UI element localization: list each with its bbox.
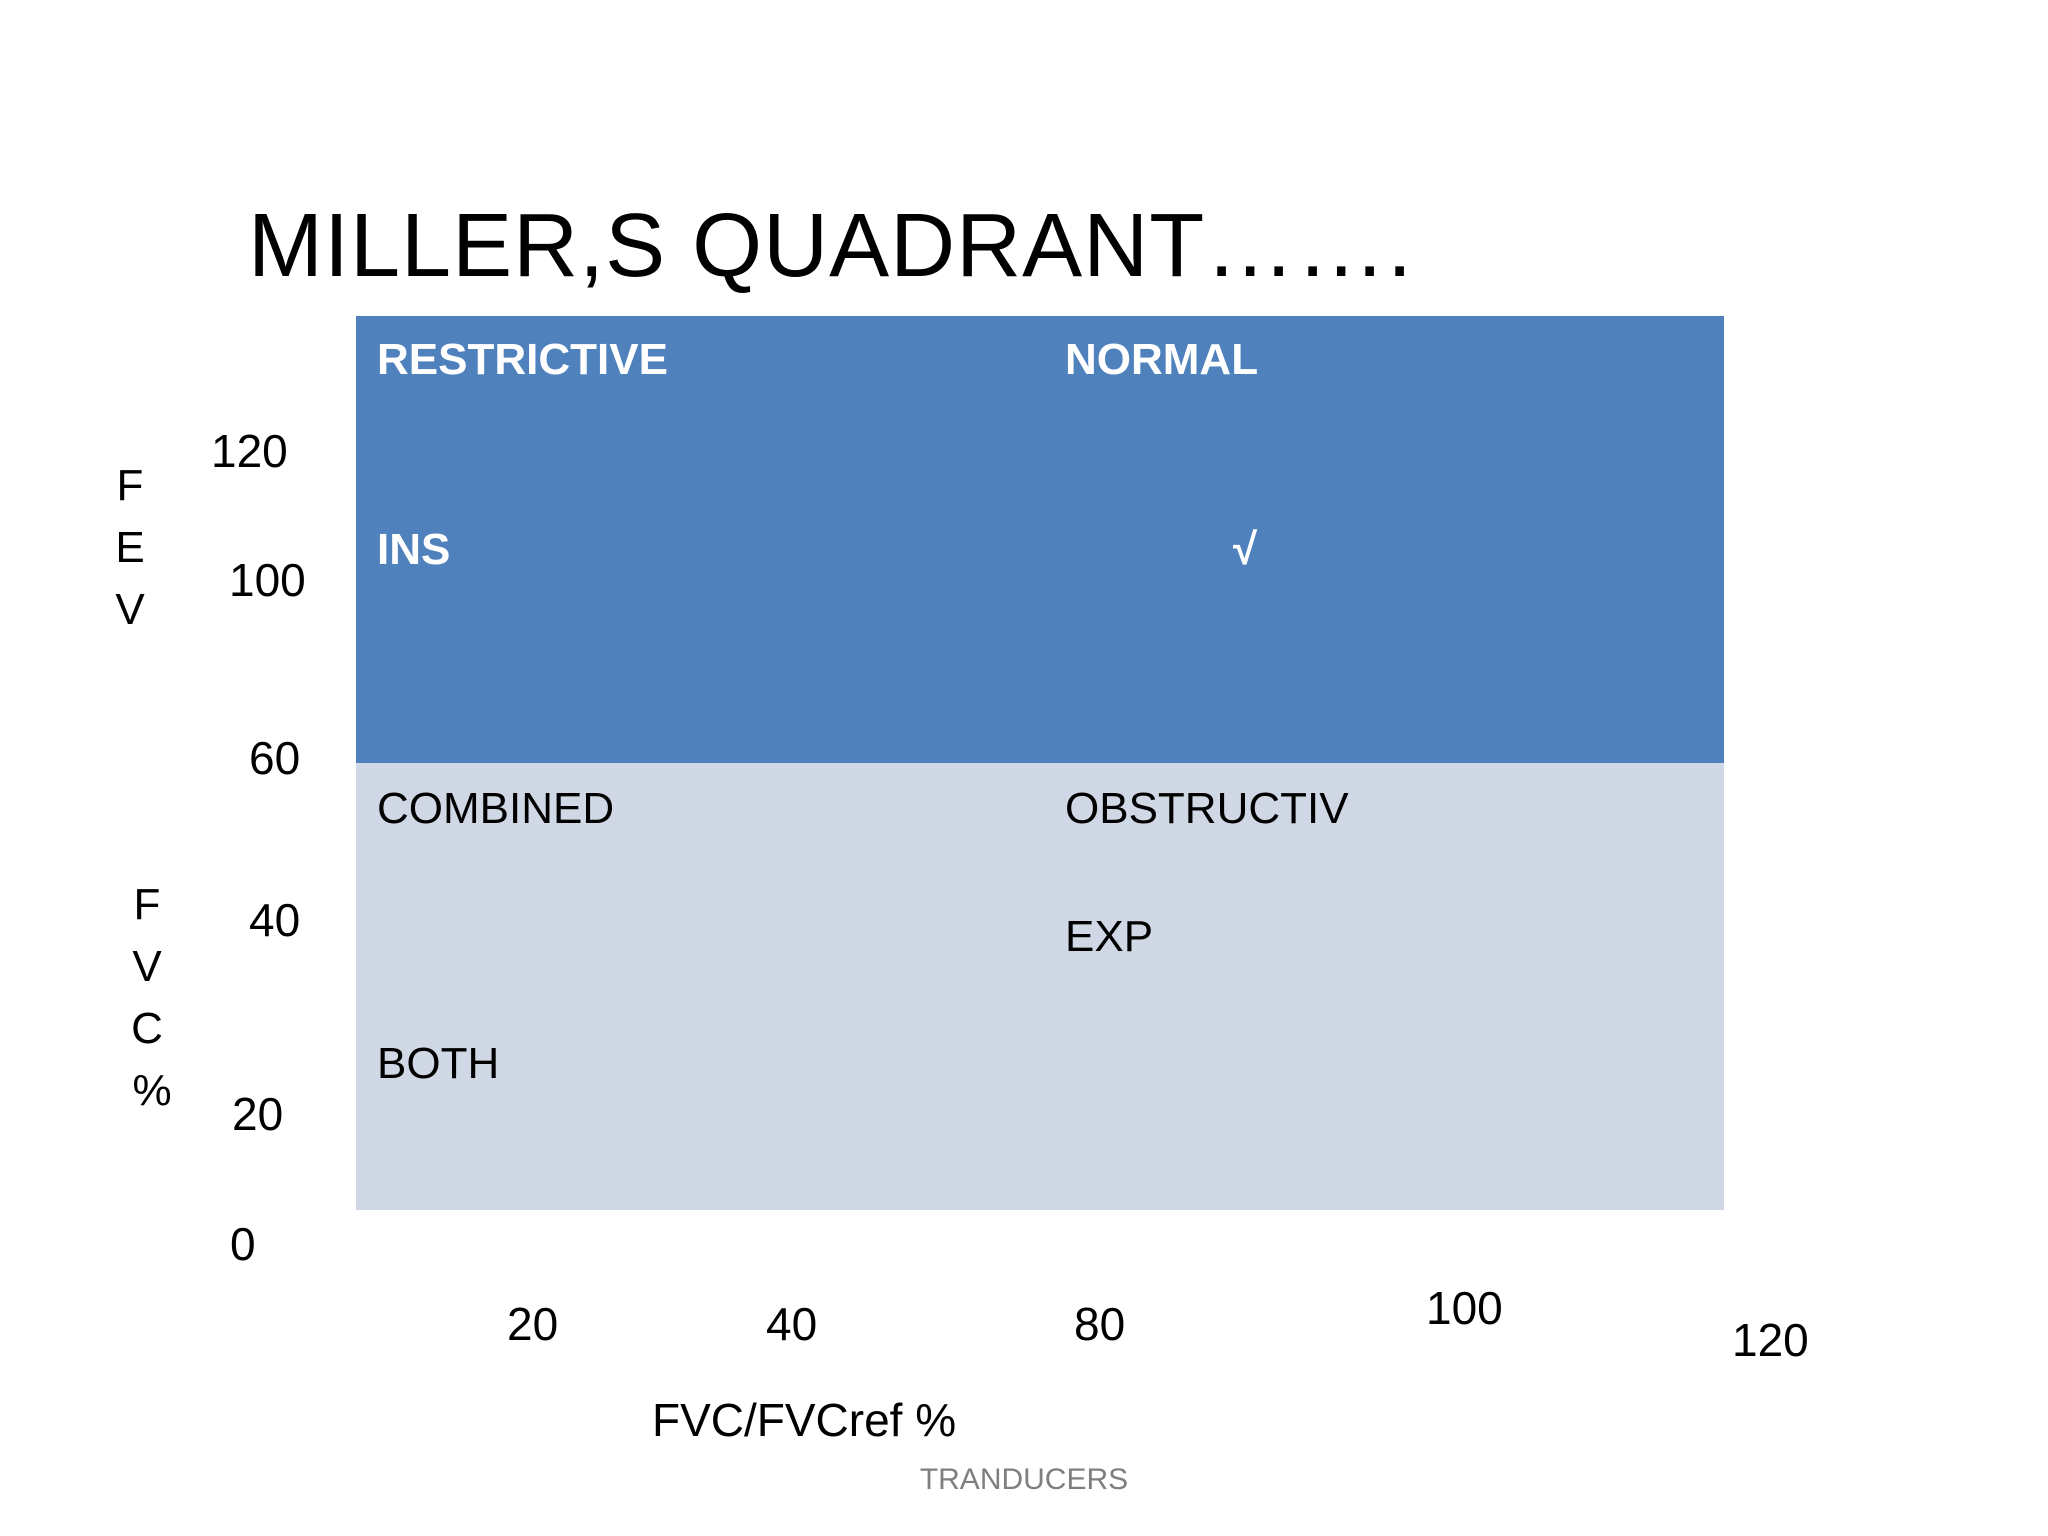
y-tick-label: 20	[232, 1088, 284, 1140]
y-axis-title-letter: V	[115, 585, 145, 634]
check-mark-icon: √	[1233, 525, 1258, 574]
quadrant-combined: COMBINED BOTH	[356, 763, 1049, 1210]
slide-title: MILLER,S QUADRANT…….	[248, 196, 1414, 296]
x-tick-label: 20	[507, 1298, 559, 1350]
x-tick-label: 80	[1074, 1298, 1126, 1350]
quadrant-label-combined: COMBINED	[377, 784, 615, 833]
quadrant-grid: RESTRICTIVE INS NORMAL √ COMBINED BOTH O…	[356, 316, 1724, 1210]
quadrant-label-normal: NORMAL	[1065, 335, 1259, 384]
quadrant-note-ins: INS	[377, 525, 451, 574]
quadrant-restrictive: RESTRICTIVE INS	[356, 316, 1049, 763]
x-tick-label: 120	[1732, 1314, 1809, 1366]
x-tick-label: 40	[766, 1298, 818, 1350]
y-tick-label: 0	[230, 1218, 256, 1270]
y-tick-label: 100	[229, 554, 306, 606]
quadrant-label-obstructiv: OBSTRUCTIV	[1065, 784, 1349, 833]
y-tick-label: 60	[249, 732, 301, 784]
y-axis-title-letter: F	[116, 461, 144, 510]
x-axis-title: FVC/FVCref %	[652, 1394, 957, 1446]
quadrant-note-both: BOTH	[377, 1039, 500, 1088]
quadrant-label-restrictive: RESTRICTIVE	[377, 335, 668, 384]
y-axis-title-letter: %	[132, 1066, 172, 1115]
quadrant-normal: NORMAL √	[1049, 316, 1724, 763]
x-tick-label: 100	[1426, 1282, 1503, 1334]
footer-text: TRANDUCERS	[919, 1463, 1129, 1496]
y-tick-label: 120	[211, 425, 288, 477]
y-axis-title-letter: V	[132, 942, 162, 991]
y-axis-title-letter: C	[131, 1004, 163, 1053]
y-axis-title-letter: F	[133, 880, 161, 929]
y-axis-title-letter: E	[115, 523, 145, 572]
y-tick-label: 40	[249, 894, 301, 946]
quadrant-obstructive: OBSTRUCTIV EXP	[1049, 763, 1724, 1210]
quadrant-note-exp: EXP	[1065, 912, 1154, 961]
